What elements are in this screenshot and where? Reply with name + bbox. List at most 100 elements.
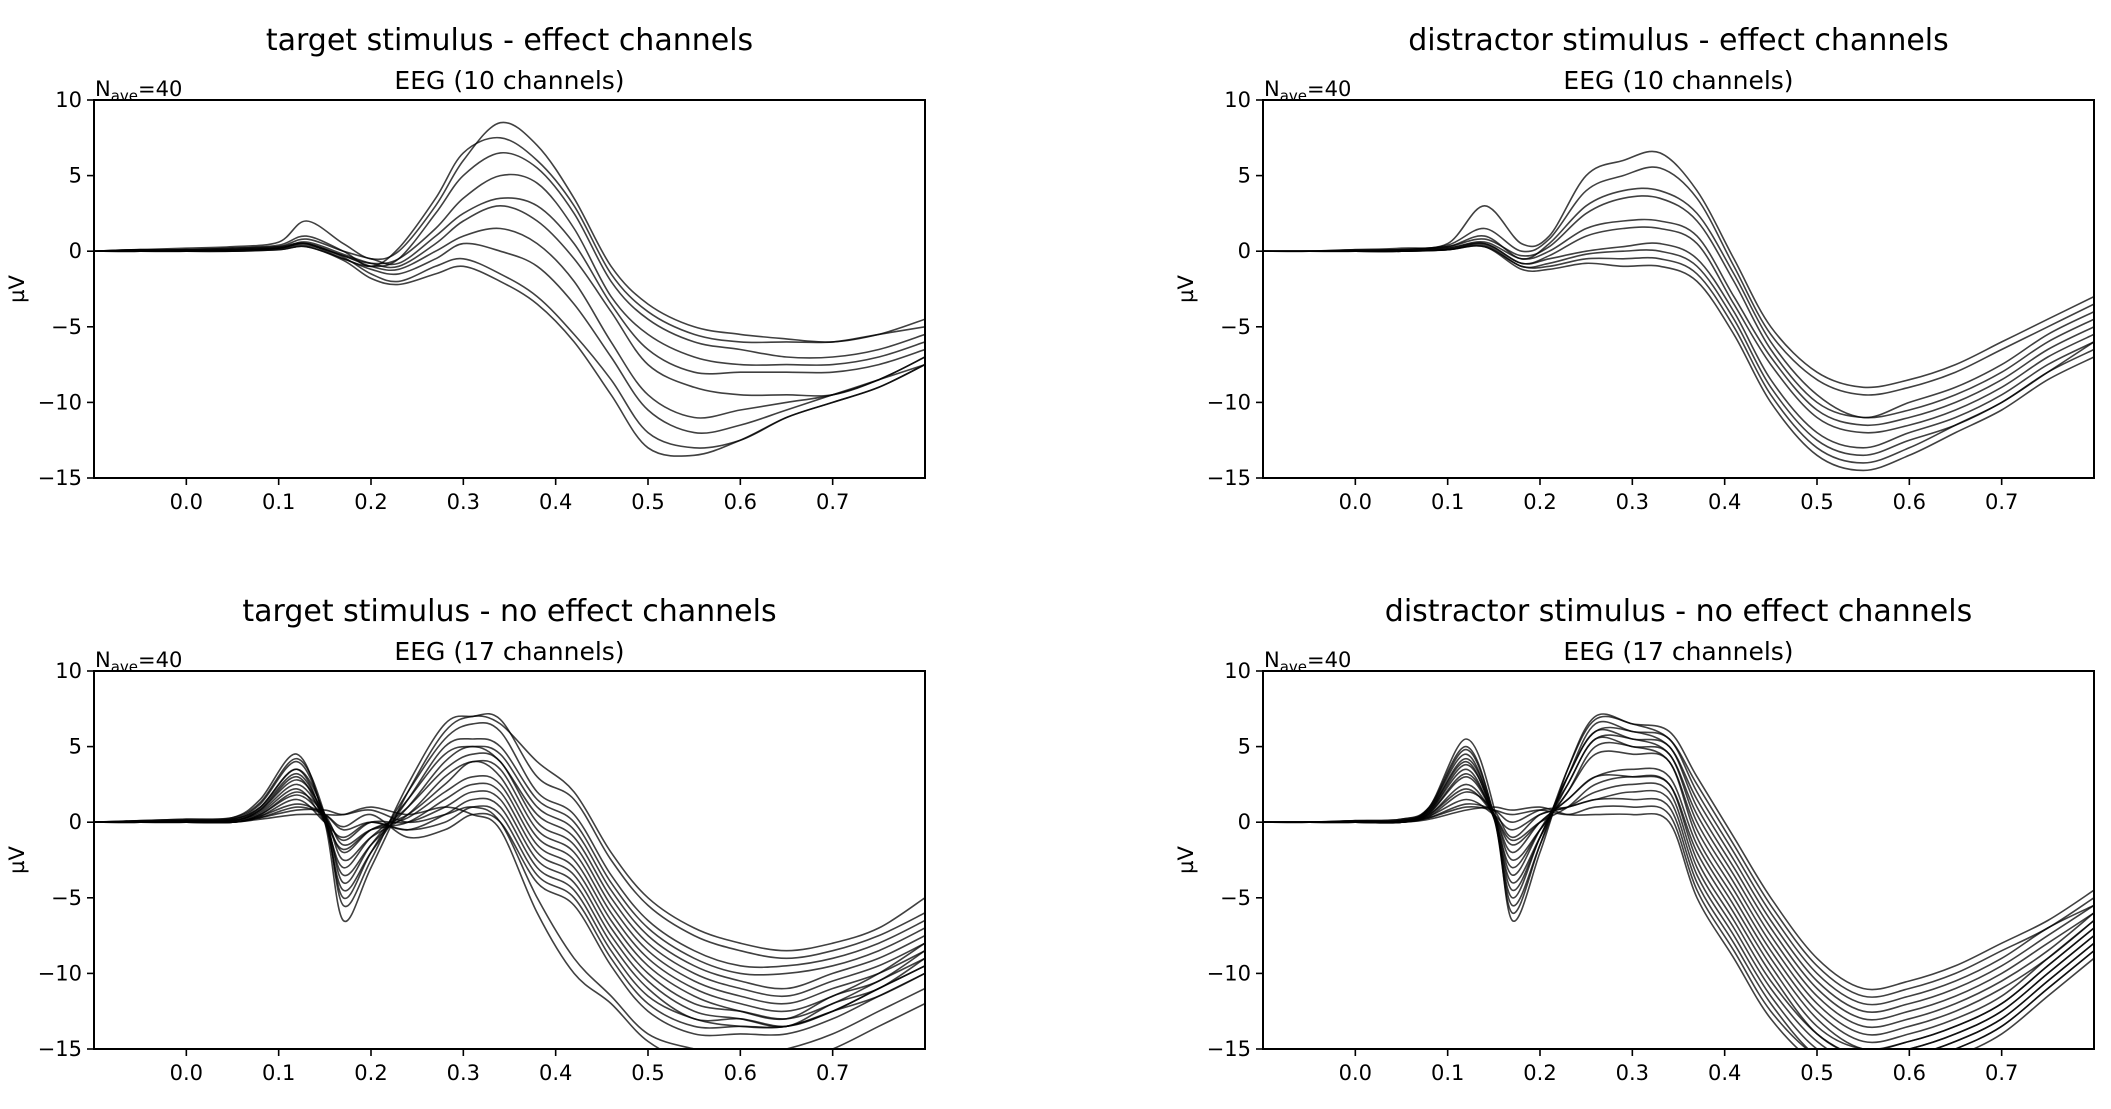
x-tick-label: 0.1 [1431,1061,1464,1085]
channel-trace-9 [94,760,925,1021]
axes-frame [93,99,926,479]
channel-trace-10 [94,774,925,1020]
x-tick-label: 0.4 [539,1061,572,1085]
channel-trace-1 [1263,150,2094,389]
x-tick-label: 0.6 [724,490,757,514]
channel-trace-7 [1263,242,2094,449]
panel-subtitle: EEG (17 channels) [394,637,624,666]
panel-subtitle: EEG (17 channels) [1563,637,1793,666]
nave-annotation: Nave=40 [1264,648,1351,676]
traces [94,713,925,1049]
x-tick-label: 0.0 [1339,490,1372,514]
y-tick-label: 10 [55,88,82,112]
panel-4: distractor stimulus - no effect channels… [1174,594,2095,1085]
y-tick-label: 0 [69,810,82,834]
channel-trace-6 [1263,734,2094,1029]
y-axis-label: µV [5,275,29,303]
y-axis-label: µV [5,846,29,874]
y-tick-label: 5 [1238,735,1251,759]
panel-title: target stimulus - no effect channels [242,594,776,629]
x-tick-label: 0.3 [1616,490,1649,514]
panel-3: target stimulus - no effect channels EEG … [5,594,926,1085]
channel-trace-1 [94,121,925,343]
channel-trace-16 [1263,805,2094,1049]
x-tick-label: 0.3 [1616,1061,1649,1085]
channel-trace-17 [94,806,925,1049]
y-tick-label: −15 [1207,1037,1251,1061]
y-tick-label: −10 [38,390,82,414]
channel-trace-17 [1263,806,2094,1049]
y-tick-label: −15 [38,466,82,490]
traces [1263,150,2094,472]
nave-subscript: ave [111,87,138,105]
x-tick-label: 0.5 [1800,490,1833,514]
channel-trace-1 [94,715,925,952]
nave-subscript: ave [1280,87,1307,105]
x-tick-label: 0.2 [1523,1061,1556,1085]
x-tick-label: 0.0 [170,490,203,514]
x-tick-label: 0.7 [1985,1061,2018,1085]
x-tick-label: 0.1 [1431,490,1464,514]
y-tick-label: −10 [38,961,82,985]
nave-label: N [1264,77,1280,101]
nave-value: =40 [1307,77,1351,101]
y-tick-label: −15 [1207,466,1251,490]
axes-frame [1262,99,2095,479]
x-tick-label: 0.6 [724,1061,757,1085]
nave-label: N [95,77,111,101]
x-tick-label: 0.2 [1523,490,1556,514]
y-tick-label: 0 [1238,239,1251,263]
nave-label: N [1264,648,1280,672]
channel-trace-8 [1263,741,2094,1044]
y-tick-label: 5 [69,735,82,759]
y-axis-label: µV [1174,846,1198,874]
x-tick-label: 0.1 [262,1061,295,1085]
nave-subscript: ave [1280,658,1307,676]
traces [94,121,925,457]
x-tick-label: 0.2 [354,1061,387,1085]
channel-trace-4 [1263,726,2094,1013]
x-tick-label: 0.2 [354,490,387,514]
panel-title: distractor stimulus - no effect channels [1385,594,1972,629]
x-tick-label: 0.6 [1893,490,1926,514]
channel-trace-9 [1263,245,2094,464]
channel-trace-12 [94,790,925,1028]
traces [1263,713,2094,1049]
x-tick-label: 0.1 [262,490,295,514]
channel-trace-8 [94,242,925,434]
x-tick-label: 0.4 [1708,490,1741,514]
axes-frame [93,670,926,1050]
y-tick-label: 10 [1224,88,1251,112]
channel-trace-3 [94,721,925,969]
panel-2: distractor stimulus - effect channels EEG… [1174,23,2095,514]
panel-subtitle: EEG (10 channels) [394,66,624,95]
channel-trace-2 [1263,166,2094,396]
channel-trace-4 [94,173,925,366]
y-tick-label: 0 [1238,810,1251,834]
axes-frame [1262,670,2095,1050]
y-tick-label: −5 [1220,315,1251,339]
channel-trace-16 [94,806,925,1049]
x-tick-label: 0.0 [170,1061,203,1085]
panel-title: distractor stimulus - effect channels [1408,23,1949,58]
x-tick-label: 0.7 [816,1061,849,1085]
y-tick-label: −10 [1207,390,1251,414]
nave-label: N [95,648,111,672]
nave-value: =40 [1307,648,1351,672]
channel-trace-7 [94,227,925,419]
channel-trace-1 [1263,713,2094,991]
channel-trace-14 [1263,789,2094,1049]
channel-trace-2 [94,136,925,344]
x-tick-label: 0.5 [1800,1061,1833,1085]
x-tick-label: 0.5 [631,1061,664,1085]
x-tick-label: 0.3 [447,1061,480,1085]
y-tick-label: −5 [51,886,82,910]
nave-value: =40 [138,77,182,101]
x-tick-label: 0.5 [631,490,664,514]
y-tick-label: −5 [51,315,82,339]
panel-title: target stimulus - effect channels [266,23,753,58]
panel-subtitle: EEG (10 channels) [1563,66,1793,95]
y-tick-label: −10 [1207,961,1251,985]
channel-trace-3 [1263,187,2094,419]
